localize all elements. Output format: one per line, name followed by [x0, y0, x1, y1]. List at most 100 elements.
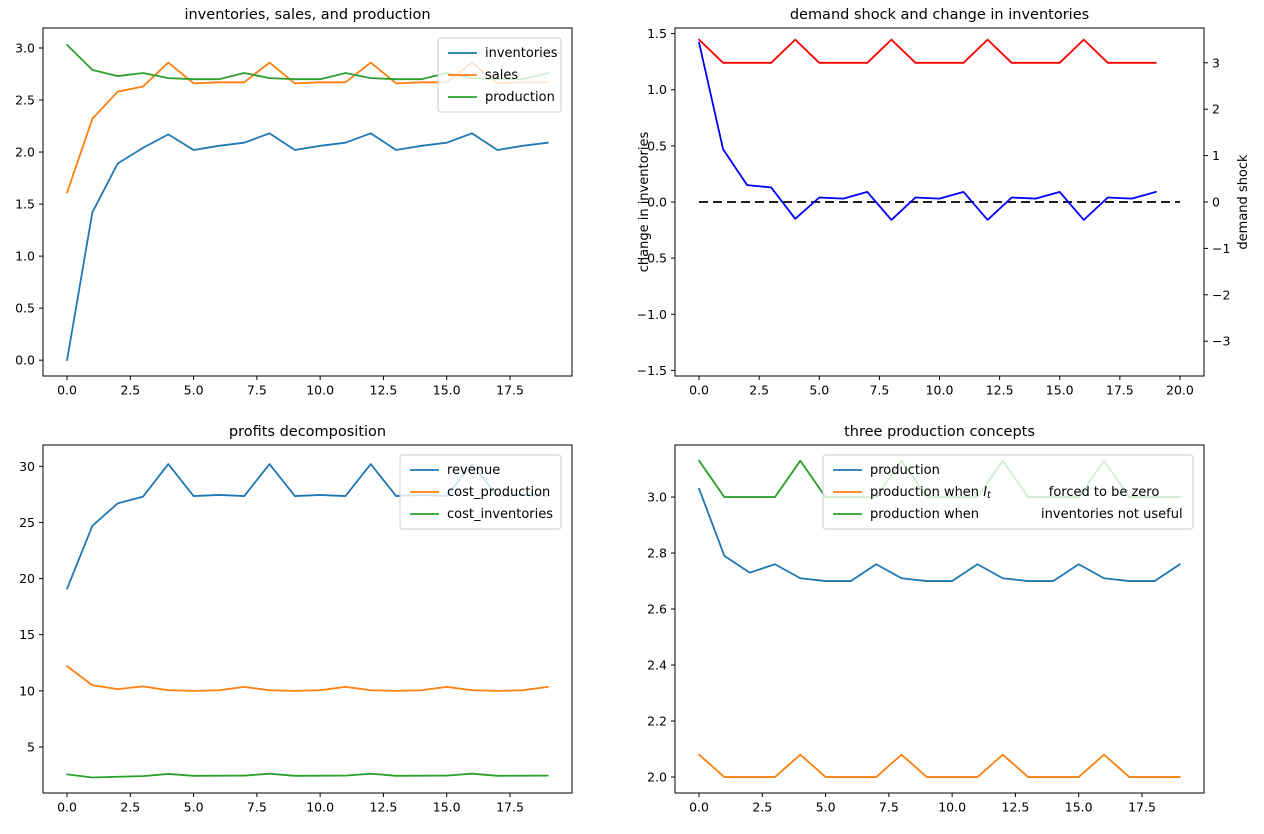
- legend-label: cost_inventories: [447, 507, 553, 522]
- legend-label: production: [870, 463, 940, 478]
- y-tick-label: 2.6: [647, 602, 667, 617]
- y-tick-label: −2: [1212, 287, 1230, 302]
- y-tick-label: 2.5: [15, 93, 35, 108]
- x-tick-label: 5.0: [184, 800, 204, 815]
- x-tick-label: 7.5: [247, 800, 267, 815]
- x-axis: 0.0 2.5 5.0 7.5 10.0 12.5 15.0 17.5: [57, 376, 524, 398]
- legend-box: [822, 454, 1194, 530]
- series-production-when-it-forced-to-be-zero-line: [698, 753, 1181, 778]
- subplot-top-left: inventories, sales, and production 0.0 2.5…: [0, 0, 632, 417]
- x-tick-label: 12.5: [986, 383, 1014, 398]
- legend: inventories sales production: [437, 37, 562, 113]
- chart-three-production-concepts: three production concepts 0.0 2.5 5.0 7.5 10.…: [647, 424, 1205, 815]
- legend: production production when It forced to be…: [822, 454, 1194, 530]
- y-tick-label: 2.8: [647, 546, 667, 561]
- series-cost-inventories-line: [66, 772, 549, 779]
- y-tick-label: 1.5: [647, 26, 667, 41]
- x-tick-label: 17.5: [496, 800, 524, 815]
- chart-inventories-sales-production: inventories, sales, and production 0.0 2.5…: [15, 7, 573, 398]
- x-axis: 0.0 2.5 5.0 7.5 10.0 12.5 15.0 17.5 20.0: [689, 376, 1194, 398]
- x-tick-label: 0.0: [57, 800, 77, 815]
- x-tick-label: 15.0: [433, 383, 461, 398]
- x-tick-label: 10.0: [306, 383, 334, 398]
- x-axis: 0.0 2.5 5.0 7.5 10.0 12.5 15.0 17.5: [57, 793, 524, 815]
- x-axis: 0.0 2.5 5.0 7.5 10.0 12.5 15.0 17.5: [689, 793, 1156, 815]
- y-axis-label-right: demand shock: [1236, 154, 1251, 250]
- y-tick-label: 5: [27, 739, 35, 754]
- x-tick-label: 5.0: [809, 383, 829, 398]
- legend-label: production when inventories not useful: [870, 507, 1183, 522]
- x-tick-label: 7.5: [247, 383, 267, 398]
- y-tick-label: 2.0: [15, 145, 35, 160]
- y-tick-label: 2: [1212, 102, 1220, 117]
- x-tick-label: 15.0: [1046, 383, 1074, 398]
- chart-title: profits decomposition: [229, 424, 386, 440]
- y-tick-label: 0.0: [647, 195, 667, 210]
- x-tick-label: 15.0: [433, 800, 461, 815]
- x-tick-label: 7.5: [869, 383, 889, 398]
- y-tick-label: 0.0: [15, 353, 35, 368]
- y-tick-label: 3: [1212, 55, 1220, 70]
- legend-box: [399, 454, 562, 530]
- legend-box: [437, 37, 562, 113]
- y-tick-label: 0.5: [15, 301, 35, 316]
- axes-frame: [674, 27, 1205, 377]
- x-tick-label: 12.5: [370, 800, 398, 815]
- axes-frame: [674, 444, 1205, 794]
- y-tick-label: −0.5: [637, 251, 667, 266]
- chart-title: three production concepts: [844, 424, 1035, 440]
- y-tick-label: 1.5: [15, 197, 35, 212]
- series-demand-shock-line: [698, 38, 1157, 64]
- y-tick-label: 10: [19, 683, 35, 698]
- axes-frame: [42, 444, 573, 794]
- series-cost-production-line: [66, 665, 549, 692]
- y-axis-left: 2.0 2.2 2.4 2.6 2.8 3.0: [647, 490, 675, 785]
- series-production-line: [698, 487, 1181, 582]
- x-tick-label: 7.5: [879, 800, 899, 815]
- axes-frame: [42, 27, 573, 377]
- y-axis-label-left: change in inventories: [637, 132, 652, 273]
- x-tick-label: 17.5: [1106, 383, 1134, 398]
- y-tick-label: 2.0: [647, 770, 667, 785]
- x-tick-label: 2.5: [752, 800, 772, 815]
- y-tick-label: 1: [1212, 148, 1220, 163]
- y-tick-label: 2.4: [647, 658, 667, 673]
- x-tick-label: 10.0: [306, 800, 334, 815]
- y-tick-label: 1.0: [15, 249, 35, 264]
- legend-label: cost_production: [447, 485, 550, 500]
- y-tick-label: 15: [19, 627, 35, 642]
- subplot-bottom-right: three production concepts 0.0 2.5 5.0 7.5 10.…: [632, 417, 1264, 834]
- x-tick-label: 12.5: [370, 383, 398, 398]
- legend-label: inventories: [485, 46, 558, 61]
- x-tick-label: 2.5: [120, 383, 140, 398]
- y-tick-label: 2.2: [647, 714, 667, 729]
- chart-profits-decomposition: profits decomposition 0.0 2.5 5.0 7.5 10.0 12.…: [19, 424, 573, 815]
- subplot-top-right: demand shock and change in inventories 0.…: [632, 0, 1264, 417]
- y-axis-left: −1.5 −1.0 −0.5 0.0 0.5 1.0 1.5: [637, 26, 675, 378]
- y-tick-label: −1.5: [637, 363, 667, 378]
- x-tick-label: 2.5: [749, 383, 769, 398]
- x-tick-label: 0.0: [689, 383, 709, 398]
- subplot-bottom-left: profits decomposition 0.0 2.5 5.0 7.5 10.0 12.…: [0, 417, 632, 834]
- y-tick-label: −1: [1212, 241, 1230, 256]
- x-tick-label: 0.0: [57, 383, 77, 398]
- series-inventories-line: [66, 132, 549, 362]
- y-tick-label: 25: [19, 515, 35, 530]
- y-axis-right: −3 −2 −1 0 1 2 3: [1204, 55, 1230, 349]
- x-tick-label: 10.0: [926, 383, 954, 398]
- y-axis-left: 0.0 0.5 1.0 1.5 2.0 2.5 3.0: [15, 40, 43, 368]
- x-tick-label: 12.5: [1002, 800, 1030, 815]
- y-tick-label: −1.0: [637, 307, 667, 322]
- legend-label: revenue: [447, 463, 500, 478]
- y-tick-label: −3: [1212, 334, 1230, 349]
- chart-title: inventories, sales, and production: [184, 7, 430, 23]
- x-tick-label: 5.0: [816, 800, 836, 815]
- x-tick-label: 5.0: [184, 383, 204, 398]
- x-tick-label: 17.5: [496, 383, 524, 398]
- y-tick-label: 0.5: [647, 138, 667, 153]
- x-tick-label: 2.5: [120, 800, 140, 815]
- series-change-in-inventories-line: [698, 41, 1157, 221]
- x-tick-label: 0.0: [689, 800, 709, 815]
- y-tick-label: 1.0: [647, 82, 667, 97]
